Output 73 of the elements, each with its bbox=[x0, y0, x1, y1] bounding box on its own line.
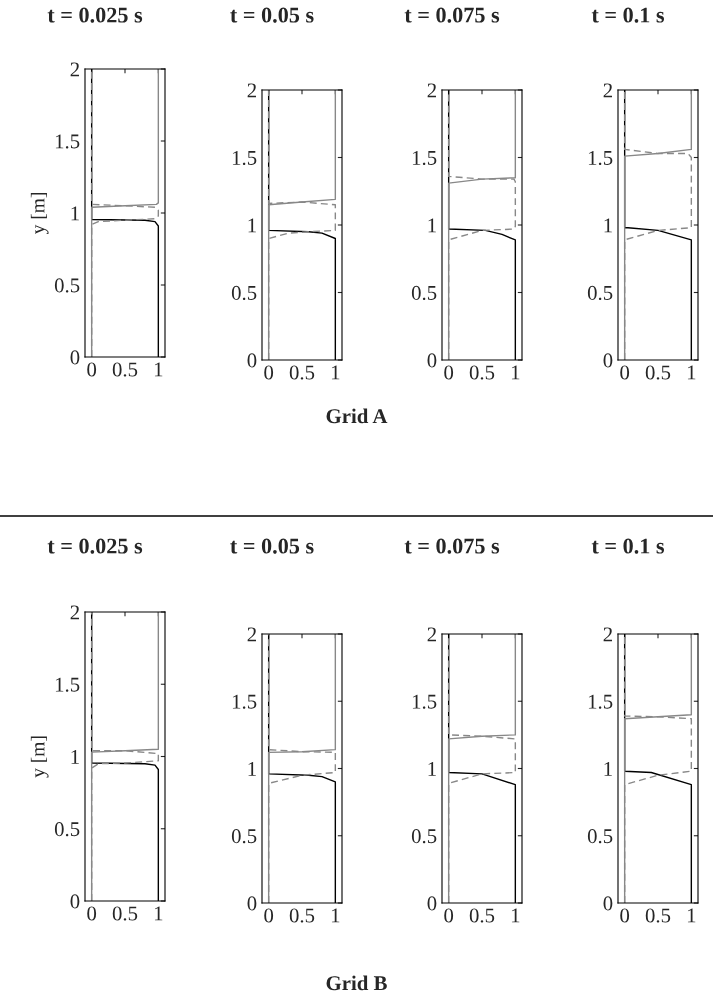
y-tick-label: 0.5 bbox=[411, 829, 437, 844]
y-tick-label: 1 bbox=[428, 761, 436, 776]
y-tick-label: 1 bbox=[604, 761, 612, 776]
y-tick-label: 1 bbox=[604, 218, 612, 233]
x-tick-label: 1 bbox=[687, 365, 696, 380]
x-tick-label: 0 bbox=[444, 365, 454, 380]
x-tick-label: 0.5 bbox=[289, 908, 315, 923]
x-tick-label: 1 bbox=[331, 365, 340, 380]
chart-title: t = 0.025 s bbox=[47, 538, 143, 554]
y-tick-label: 2 bbox=[70, 605, 79, 620]
x-tick-label: 0 bbox=[620, 365, 630, 380]
y-tick-label: 0.5 bbox=[411, 285, 437, 301]
x-tick-label: 0.5 bbox=[645, 365, 671, 380]
x-tick-label: 0.5 bbox=[645, 908, 671, 923]
y-tick-label: 1.5 bbox=[232, 150, 257, 166]
x-tick-label: 0 bbox=[87, 906, 97, 921]
chart-title: t = 0.1 s bbox=[591, 7, 665, 23]
y-tick-label: 1.5 bbox=[232, 694, 257, 709]
chart-title: t = 0.1 s bbox=[591, 538, 665, 554]
y-tick-label: 0.5 bbox=[231, 285, 257, 301]
y-tick-label: 2 bbox=[427, 83, 436, 98]
x-tick-label: 1 bbox=[687, 908, 696, 923]
text: Grid A bbox=[326, 408, 388, 424]
x-tick-label: 1 bbox=[154, 362, 163, 377]
y-axis-title: y [m] bbox=[30, 193, 49, 235]
chart-title: t = 0.075 s bbox=[404, 538, 500, 554]
x-tick-label: 0 bbox=[264, 365, 274, 380]
y-axis-title: y [m] bbox=[30, 736, 49, 778]
y-tick-label: 0.5 bbox=[54, 822, 80, 837]
y-tick-label: 1.5 bbox=[55, 134, 80, 149]
x-tick-label: 0 bbox=[444, 908, 454, 923]
y-tick-label: 0 bbox=[70, 894, 80, 909]
y-tick-label: 1 bbox=[428, 218, 436, 233]
y-tick-label: 1.5 bbox=[588, 150, 613, 166]
x-tick-label: 0.5 bbox=[112, 906, 138, 921]
y-tick-label: 0 bbox=[603, 896, 613, 911]
x-tick-label: 0.5 bbox=[469, 908, 495, 923]
text: Grid B bbox=[326, 975, 387, 991]
x-tick-label: 1 bbox=[331, 908, 340, 923]
x-tick-label: 0.5 bbox=[469, 365, 495, 380]
y-tick-label: 1 bbox=[71, 206, 79, 221]
x-tick-label: 1 bbox=[511, 365, 520, 380]
x-tick-label: 1 bbox=[154, 906, 163, 921]
chart-title: t = 0.05 s bbox=[230, 7, 314, 23]
y-tick-label: 0 bbox=[70, 350, 80, 365]
x-tick-label: 0 bbox=[620, 908, 630, 923]
y-tick-label: 1 bbox=[248, 761, 256, 776]
y-tick-label: 2 bbox=[603, 627, 612, 642]
y-tick-label: 0 bbox=[427, 896, 437, 911]
y-tick-label: 2 bbox=[70, 62, 79, 77]
chart-title: t = 0.075 s bbox=[404, 7, 500, 23]
y-tick-label: 1 bbox=[248, 218, 256, 233]
y-tick-label: 0 bbox=[247, 896, 257, 911]
y-tick-label: 1.5 bbox=[412, 150, 437, 166]
y-tick-label: 1 bbox=[71, 749, 79, 764]
y-tick-label: 0.5 bbox=[54, 278, 80, 293]
chart-title: t = 0.05 s bbox=[230, 538, 314, 554]
y-tick-label: 1.5 bbox=[588, 694, 613, 709]
y-tick-label: 0.5 bbox=[231, 829, 257, 844]
x-tick-label: 0.5 bbox=[112, 362, 138, 377]
y-tick-label: 0.5 bbox=[587, 285, 613, 301]
y-tick-label: 2 bbox=[427, 627, 436, 642]
y-tick-label: 2 bbox=[247, 627, 256, 642]
y-tick-label: 0.5 bbox=[587, 829, 613, 844]
y-tick-label: 1.5 bbox=[55, 677, 80, 692]
y-tick-label: 2 bbox=[247, 83, 256, 98]
chart-title: t = 0.025 s bbox=[47, 7, 143, 23]
y-tick-label: 2 bbox=[603, 83, 612, 98]
y-tick-label: 1.5 bbox=[412, 694, 437, 709]
x-tick-label: 0 bbox=[264, 908, 274, 923]
x-tick-label: 1 bbox=[511, 908, 520, 923]
x-tick-label: 0.5 bbox=[289, 365, 315, 380]
x-tick-label: 0 bbox=[87, 362, 97, 377]
